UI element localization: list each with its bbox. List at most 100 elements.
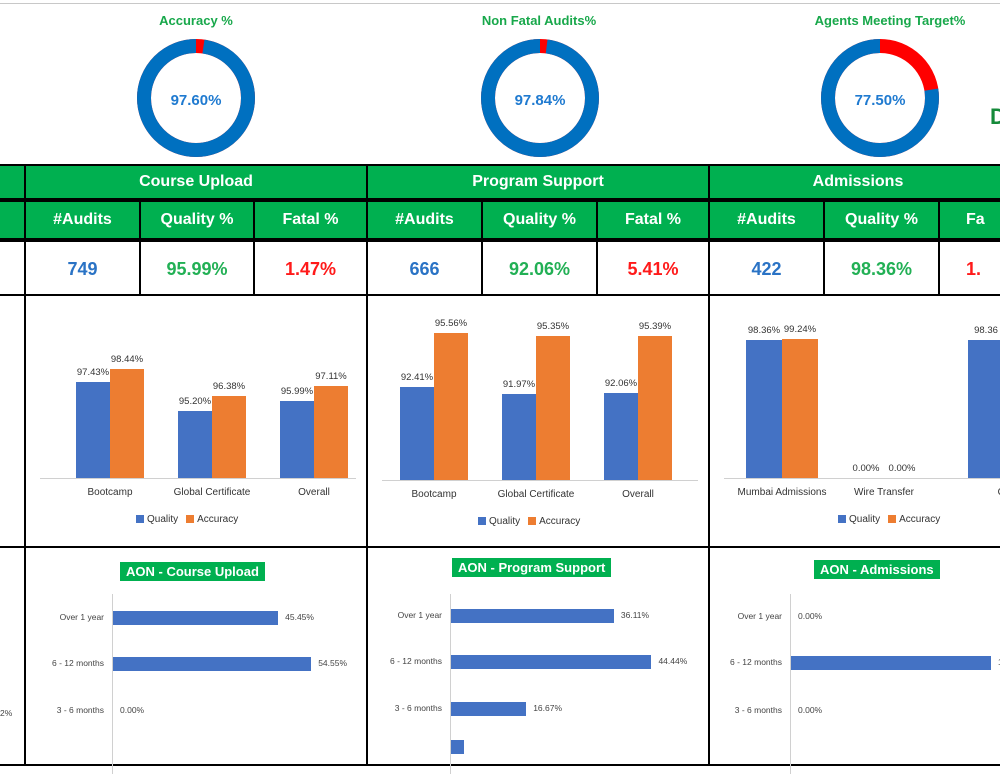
subheader-quality: Quality % (823, 200, 940, 240)
value-audits-admissions: 422 (708, 240, 825, 296)
aon-chart-title: AON - Course Upload (120, 562, 265, 581)
bar-quality (76, 382, 110, 478)
bar-quality (178, 410, 212, 478)
data-label: 95.20% (178, 395, 212, 407)
value-audits-program-support: 666 (366, 240, 483, 296)
value-quality-admissions: 98.36% (823, 240, 940, 296)
legend-label-accuracy: Accuracy (899, 514, 941, 525)
aon-data-label: 0.00% (798, 705, 823, 715)
data-label: 0.00% (852, 463, 880, 474)
subheader-audits: #Audits (708, 200, 825, 240)
value-fatal-course-upload: 1.47% (253, 240, 368, 296)
x-axis-line (40, 478, 356, 479)
bar-quality (502, 394, 536, 480)
donut-value-arc (137, 39, 255, 157)
section-header-admissions: Admissions (708, 164, 1000, 200)
subheader-left-cut (0, 200, 26, 240)
aon-data-label: 54.55% (318, 658, 348, 668)
chart-legend: Quality Accuracy (136, 514, 238, 525)
y-tick-label: 6 - 12 months (52, 658, 104, 668)
y-tick-label: 3 - 6 months (734, 705, 782, 715)
x-tick-label: Overall (298, 487, 330, 498)
data-label: 95.39% (638, 320, 672, 332)
chart-panel-course-upload: 97.43% 98.44% Bootcamp 95.20% 96.38% Global C… (24, 294, 368, 548)
value-fatal-program-support: 5.41% (596, 240, 710, 296)
bar-accuracy (434, 332, 468, 480)
x-tick-label: Bootcamp (411, 489, 457, 500)
subheader-audits: #Audits (24, 200, 141, 240)
data-label: 96.38% (212, 380, 246, 392)
legend-label-accuracy: Accuracy (197, 514, 239, 525)
bar-quality (968, 340, 1000, 478)
aon-panel-admissions: AON - Admissions Over 1 year 0.00% 6 - 12 m… (708, 546, 1000, 774)
legend-label-quality: Quality (147, 514, 179, 525)
data-label: 98.44% (110, 354, 144, 366)
value-audits-course-upload: 749 (24, 240, 141, 296)
data-label: 95.56% (434, 317, 468, 329)
data-label: 98.36% (747, 325, 781, 337)
x-axis-line (382, 480, 698, 481)
aon-bar (451, 609, 614, 623)
aon-data-label: 16.67% (533, 703, 563, 713)
aon-data-label: 44.44% (658, 656, 688, 666)
aon-data-label: 1 (998, 657, 1000, 667)
section-header-program-support: Program Support (366, 164, 710, 200)
x-axis-line (724, 478, 1000, 479)
data-label: 97.43% (76, 367, 110, 379)
aon-bar (451, 702, 527, 716)
chart-panel-program-support: 92.41% 95.56% Bootcamp 91.97% 95.35% Global C… (366, 294, 710, 548)
legend-swatch-quality (478, 517, 486, 526)
data-label: 0.00% (888, 463, 916, 474)
data-label: 95.35% (536, 321, 570, 333)
x-tick-label: Mumbai Admissions (737, 487, 827, 498)
aon-panel-left-cut: 2% (0, 546, 26, 766)
aon-bar (451, 740, 464, 754)
donut-value-arc (821, 39, 939, 157)
x-tick-label: Overall (622, 489, 654, 500)
cut-off-label: D (990, 104, 1000, 129)
x-tick-label: Ov (938, 487, 1000, 498)
bar-accuracy (782, 339, 818, 478)
aon-data-label: 0.00% (798, 611, 823, 621)
bar-accuracy (314, 386, 348, 478)
donut-accuracy (137, 39, 255, 157)
y-tick-label: 6 - 12 months (390, 656, 442, 666)
data-label: 99.24% (783, 324, 817, 336)
legend-swatch-accuracy (528, 517, 537, 526)
kpi-value-non-fatal: 97.84% (514, 92, 566, 109)
chart-panel-left-cut (0, 294, 26, 548)
chart-legend: Quality Accuracy (838, 514, 940, 525)
bar-quality (604, 392, 638, 480)
kpi-value-accuracy: 97.60% (170, 92, 222, 109)
bar-accuracy (536, 336, 570, 480)
legend-label-quality: Quality (489, 516, 521, 527)
aon-left-cut-label: 2% (0, 708, 13, 718)
data-label: 95.99% (280, 385, 314, 397)
y-tick-label: Over 1 year (737, 611, 782, 621)
aon-bar (113, 657, 312, 671)
bar-accuracy (212, 395, 246, 478)
aon-bar (451, 655, 652, 669)
y-tick-label: Over 1 year (59, 612, 104, 622)
subheader-audits: #Audits (366, 200, 483, 240)
subheader-fatal: Fatal % (596, 200, 710, 240)
aon-bar (113, 611, 279, 625)
chart-legend: Quality Accuracy (478, 516, 580, 527)
legend-swatch-accuracy (186, 515, 195, 524)
aon-chart-title: AON - Program Support (452, 558, 612, 577)
kpi-title-accuracy: Accuracy % (159, 13, 233, 28)
legend-label-accuracy: Accuracy (539, 516, 581, 527)
chart-panel-admissions: 98.36% 99.24% Mumbai Admissions 0.00% 0.00% W… (708, 294, 1000, 548)
legend-label-quality: Quality (849, 514, 881, 525)
aon-data-label: 36.11% (620, 610, 650, 620)
x-tick-label: Global Certificate (497, 489, 575, 500)
kpi-value-agents-target: 77.50% (854, 92, 906, 109)
subheader-fatal: Fatal % (253, 200, 368, 240)
aon-chart-title: AON - Admissions (814, 560, 940, 579)
legend-swatch-quality (136, 515, 144, 524)
x-tick-label: Bootcamp (87, 487, 133, 498)
y-tick-label: 3 - 6 months (56, 705, 104, 715)
data-label: 97.11% (315, 371, 347, 383)
donut-value-arc (481, 39, 599, 157)
aon-panel-course-upload: AON - Course Upload Over 1 year 45.45% 6 - … (24, 546, 368, 774)
